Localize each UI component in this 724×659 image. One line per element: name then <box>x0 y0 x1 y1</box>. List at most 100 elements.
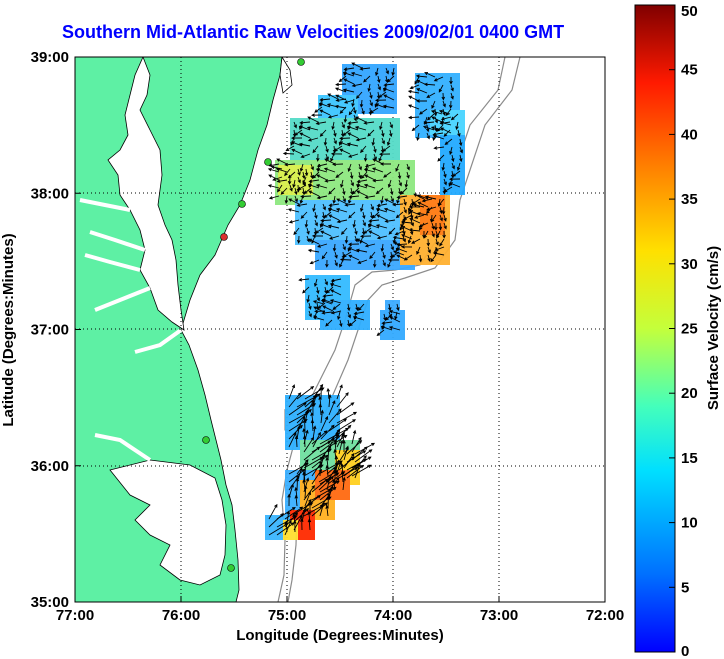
velocity-vector <box>442 230 446 239</box>
velocity-vector <box>330 278 342 283</box>
velocity-vector <box>288 392 302 408</box>
velocity-vector <box>286 510 291 525</box>
velocity-vector <box>296 415 306 432</box>
velocity-vector <box>308 190 320 197</box>
velocity-vector <box>327 207 340 213</box>
chesapeake-bay <box>107 57 185 331</box>
velocity-vector <box>326 103 339 108</box>
x-tick-label: 73:00 <box>480 607 518 624</box>
velocity-vector <box>364 163 376 168</box>
velocity-vector <box>339 257 352 262</box>
velocity-vector <box>369 91 373 99</box>
velocity-vector <box>443 178 447 186</box>
velocity-vector <box>307 248 320 253</box>
velocity-vector <box>302 171 306 180</box>
velocity-vector <box>327 224 340 229</box>
velocity-vector <box>364 243 376 248</box>
velocity-vector <box>308 238 320 245</box>
velocity-vector <box>372 211 380 219</box>
velocity-vector <box>336 424 352 440</box>
velocity-vector <box>386 137 391 147</box>
velocity-vector <box>450 113 459 121</box>
velocity-vector <box>389 316 401 323</box>
velocity-vector <box>316 153 320 162</box>
velocity-vector <box>342 129 351 137</box>
velocity-vector <box>342 439 346 453</box>
velocity-vector <box>441 92 446 101</box>
velocity-vector <box>443 129 451 137</box>
velocity-vector <box>377 83 381 91</box>
station-marker <box>202 436 210 444</box>
velocity-vector <box>389 121 393 129</box>
velocity-vector <box>328 418 348 432</box>
velocity-vector <box>284 519 292 536</box>
velocity-vector <box>303 477 310 493</box>
velocity-vector <box>357 259 368 264</box>
velocity-vector <box>312 425 317 440</box>
velocity-vector <box>459 146 463 154</box>
velocity-vector <box>381 129 385 138</box>
velocity-vector <box>276 158 288 165</box>
velocity-vector <box>437 154 445 162</box>
velocity-vector <box>346 125 359 131</box>
velocity-vector <box>330 289 342 296</box>
velocity-vector <box>299 518 304 531</box>
velocity-vector <box>344 203 356 207</box>
velocity-vector <box>376 214 388 221</box>
y-axis-ticks: 39:00 38:00 37:00 36:00 35:00 <box>31 49 81 611</box>
velocity-vector <box>280 187 288 195</box>
velocity-vector <box>339 148 351 155</box>
velocity-vector <box>301 498 312 515</box>
velocity-vector <box>322 294 334 298</box>
velocity-vector <box>451 162 455 170</box>
velocity-vector <box>363 153 368 162</box>
velocity-vector <box>441 206 446 215</box>
velocity-vector <box>306 126 319 131</box>
y-tick-label: 39:00 <box>31 49 69 66</box>
velocity-vector <box>288 198 300 205</box>
velocity-vector <box>267 184 280 189</box>
velocity-vector <box>306 227 310 235</box>
velocity-vector <box>411 238 421 244</box>
velocity-vector <box>441 162 445 171</box>
velocity-vector <box>304 219 309 228</box>
velocity-vector <box>348 254 360 261</box>
velocity-vector <box>457 129 461 138</box>
velocity-vector <box>369 99 373 107</box>
velocity-vector <box>354 449 373 463</box>
velocity-vector <box>431 100 436 109</box>
velocity-vector <box>426 206 433 215</box>
velocity-vector <box>342 195 346 203</box>
velocity-vector <box>332 303 341 311</box>
velocity-vector <box>426 113 435 121</box>
y-tick-label: 35:00 <box>31 594 69 611</box>
velocity-vector <box>375 187 384 195</box>
velocity-vector <box>311 402 315 416</box>
velocity-vector <box>357 303 365 311</box>
velocity-vector <box>337 311 341 321</box>
velocity-vector <box>416 88 428 94</box>
velocity-vector <box>328 187 336 195</box>
velocity-vector <box>433 146 445 150</box>
velocity-vector <box>296 425 301 440</box>
velocity-vector <box>354 442 376 455</box>
velocity-vector <box>407 89 420 94</box>
velocity-vector <box>353 114 357 122</box>
velocity-vector <box>344 235 349 244</box>
velocity-vector <box>341 121 345 129</box>
velocity-vector <box>342 476 346 491</box>
velocity-vector <box>314 211 318 220</box>
velocity-vector <box>369 251 376 260</box>
velocity-vector <box>350 179 354 187</box>
velocity-vector <box>351 62 363 69</box>
velocity-vector <box>343 99 355 104</box>
colorbar-tick-label: 40 <box>681 126 698 143</box>
velocity-vector <box>302 471 306 485</box>
velocity-vector <box>302 418 307 432</box>
velocity-vector <box>330 310 342 315</box>
velocity-vector <box>319 386 324 400</box>
velocity-vector <box>325 259 329 268</box>
velocity-vector <box>316 294 320 302</box>
velocity-vector <box>407 104 420 110</box>
